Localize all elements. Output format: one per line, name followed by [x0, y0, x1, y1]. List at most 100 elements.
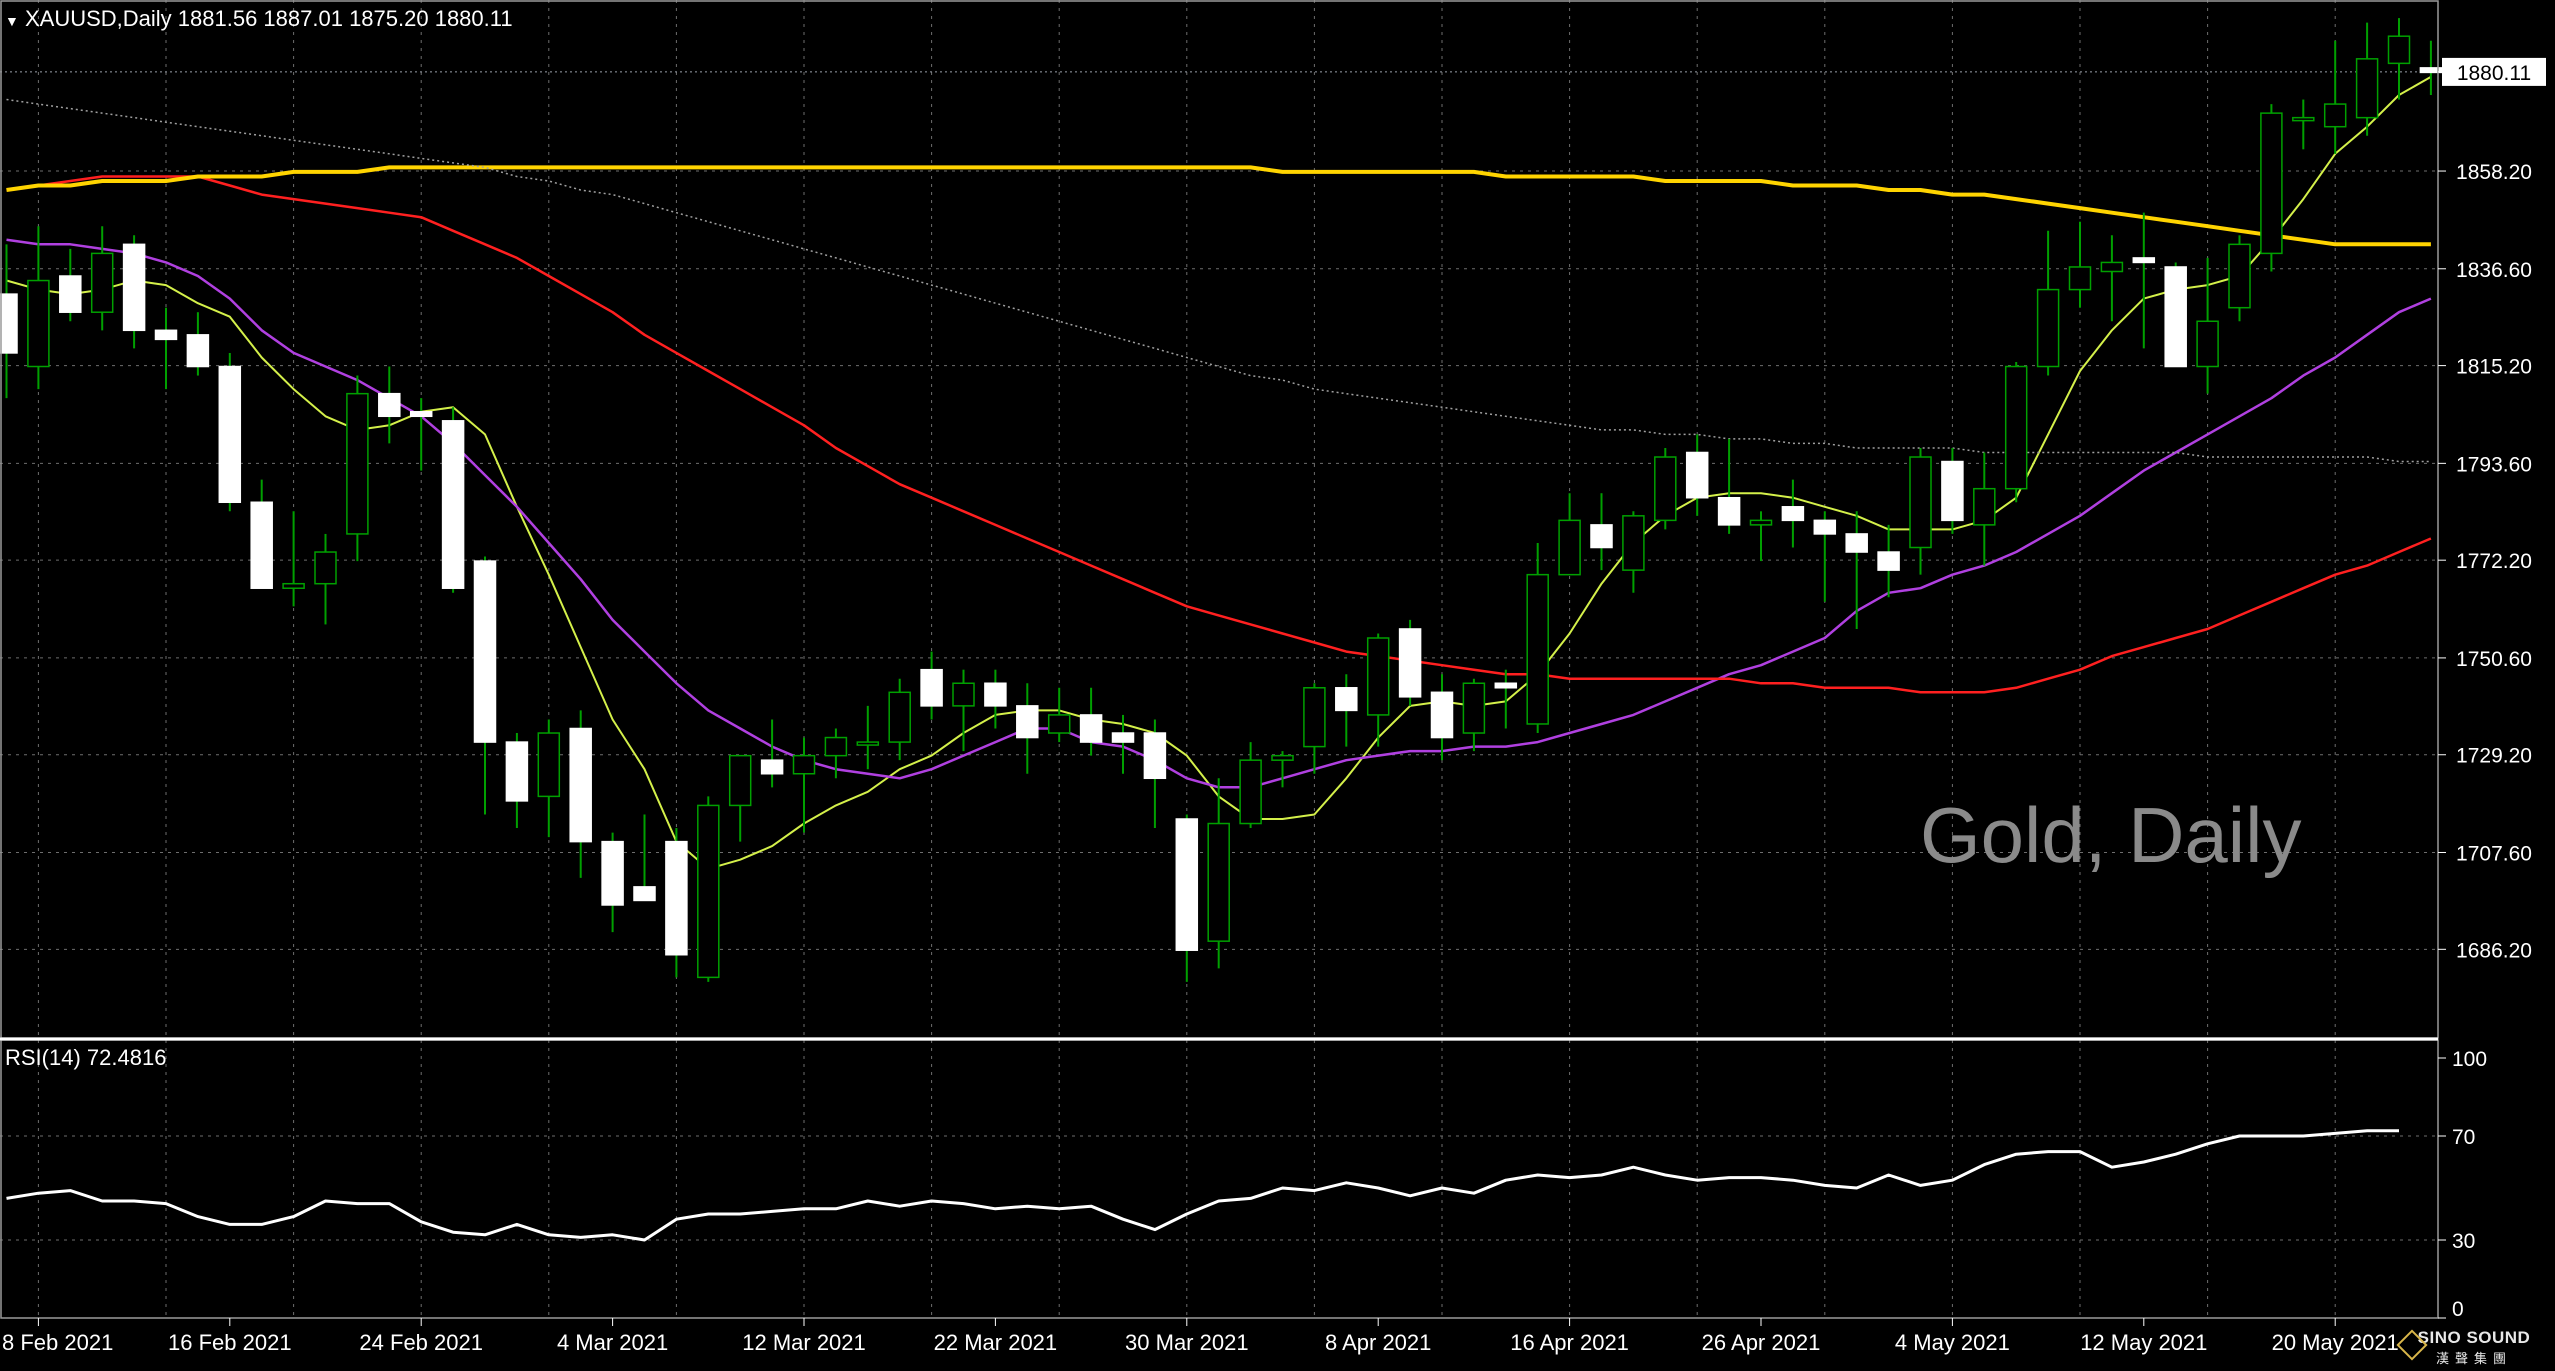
- price-tick-label: 1858.20: [2456, 161, 2532, 184]
- candle-down: [601, 840, 624, 906]
- candle-up: [27, 279, 50, 368]
- candle-up: [888, 691, 911, 743]
- price-tick-label: 1793.60: [2456, 453, 2532, 476]
- rsi-panel: [6, 1129, 2399, 1242]
- candle-up: [1462, 682, 1486, 734]
- candle-down: [1813, 519, 1837, 535]
- candle-down: [920, 668, 943, 707]
- x-tick-label: 12 Mar 2021: [742, 1330, 866, 1355]
- candle-down: [1494, 682, 1518, 689]
- candle-down: [409, 411, 433, 418]
- x-tick-label: 4 Mar 2021: [557, 1330, 668, 1355]
- candle-up: [346, 392, 369, 535]
- candle-down: [2164, 266, 2187, 368]
- candle-down: [1175, 818, 1199, 951]
- candle-down: [378, 392, 401, 418]
- candle-down: [760, 759, 784, 775]
- candle-down: [1079, 714, 1103, 743]
- candle-up: [697, 804, 720, 979]
- candle-up: [1047, 714, 1071, 734]
- candle-up: [1654, 456, 1677, 522]
- x-tick-label: 26 Apr 2021: [1702, 1330, 1821, 1355]
- candle-up: [824, 736, 848, 757]
- candle-down: [154, 329, 178, 341]
- rsi-tick-label: 100: [2452, 1048, 2487, 1071]
- rsi-tick-label: 70: [2452, 1126, 2475, 1149]
- current-price-label: 1880.11: [2457, 62, 2531, 85]
- current-price-box: [2442, 57, 2546, 86]
- x-tick-label: 30 Mar 2021: [1125, 1330, 1249, 1355]
- candle-down: [1781, 506, 1805, 522]
- moving-averages: [6, 76, 2432, 870]
- candle-up: [728, 754, 752, 807]
- candle-up: [2196, 320, 2219, 368]
- candle-up: [2387, 35, 2411, 65]
- ma-slow-line: [6, 175, 2432, 694]
- candle-up: [952, 682, 975, 707]
- symbol-ohlc: XAUUSD,Daily 1881.56 1887.01 1875.20 188…: [24, 6, 513, 31]
- candle-up: [2228, 243, 2251, 309]
- candle-up: [1207, 822, 1230, 942]
- price-tick-label: 1729.20: [2456, 745, 2532, 768]
- candle-up: [537, 732, 561, 798]
- candle-down: [1685, 451, 1709, 499]
- candle-up: [1271, 754, 1294, 761]
- candle-down: [0, 293, 18, 354]
- candle-down: [1398, 628, 1422, 698]
- candle-down: [505, 741, 529, 802]
- candle-up: [1973, 487, 1996, 526]
- ma-fast-line: [6, 76, 2432, 870]
- candle-up: [282, 582, 305, 589]
- price-tick-label: 1750.60: [2456, 648, 2532, 671]
- candle-down: [122, 243, 146, 332]
- candle-up: [1622, 515, 1645, 571]
- candle-up: [1526, 573, 1549, 725]
- x-tick-label: 16 Feb 2021: [168, 1330, 292, 1355]
- candle-down: [1717, 496, 1741, 526]
- x-tick-label: 20 May 2021: [2272, 1330, 2399, 1355]
- candle-down: [1845, 533, 1868, 553]
- x-tick-label: 22 Mar 2021: [934, 1330, 1058, 1355]
- price-tick-label: 1772.20: [2456, 550, 2532, 573]
- candle-down: [1430, 691, 1454, 739]
- candle-up: [1239, 759, 1262, 825]
- candle-up: [1366, 637, 1390, 716]
- candle-down: [441, 420, 465, 589]
- price-tick-label: 1815.20: [2456, 356, 2532, 379]
- candle-down: [218, 365, 242, 504]
- candle-down: [250, 501, 273, 589]
- candle-up: [856, 741, 880, 746]
- candle-down: [984, 682, 1007, 707]
- price-tick-label: 1707.60: [2456, 842, 2532, 865]
- ma-dotted-line: [6, 98, 2431, 463]
- collapse-triangle-icon[interactable]: ▼: [5, 13, 19, 29]
- candle-down: [186, 334, 210, 368]
- rsi-tick-label: 30: [2452, 1230, 2475, 1253]
- candle-down: [665, 840, 688, 956]
- price-tick-label: 1836.60: [2456, 259, 2532, 282]
- candle-up: [2355, 58, 2379, 119]
- candle-down: [1941, 460, 1964, 522]
- rsi-line: [6, 1129, 2399, 1242]
- price-tick-label: 1686.20: [2456, 939, 2532, 962]
- candle-down: [1335, 687, 1358, 712]
- candle-up: [2004, 365, 2028, 490]
- candle-down: [2419, 67, 2443, 74]
- candle-down: [473, 560, 497, 743]
- candle-up: [2036, 288, 2060, 368]
- candle-down: [1111, 732, 1135, 743]
- x-tick-label: 8 Apr 2021: [1325, 1330, 1431, 1355]
- grid-lines: [0, 0, 2438, 1318]
- logo-text: SINO SOUND: [2417, 1328, 2531, 1347]
- x-tick-label: 4 May 2021: [1895, 1330, 2010, 1355]
- candle-down: [1877, 551, 1900, 571]
- ma-mid-line: [6, 238, 2432, 789]
- candle-up: [1909, 456, 1932, 549]
- candle-up: [792, 754, 816, 775]
- candle-up: [2323, 103, 2347, 128]
- candle-up: [2100, 261, 2124, 273]
- rsi-tick-label: 0: [2452, 1298, 2464, 1321]
- candle-up: [1749, 519, 1773, 526]
